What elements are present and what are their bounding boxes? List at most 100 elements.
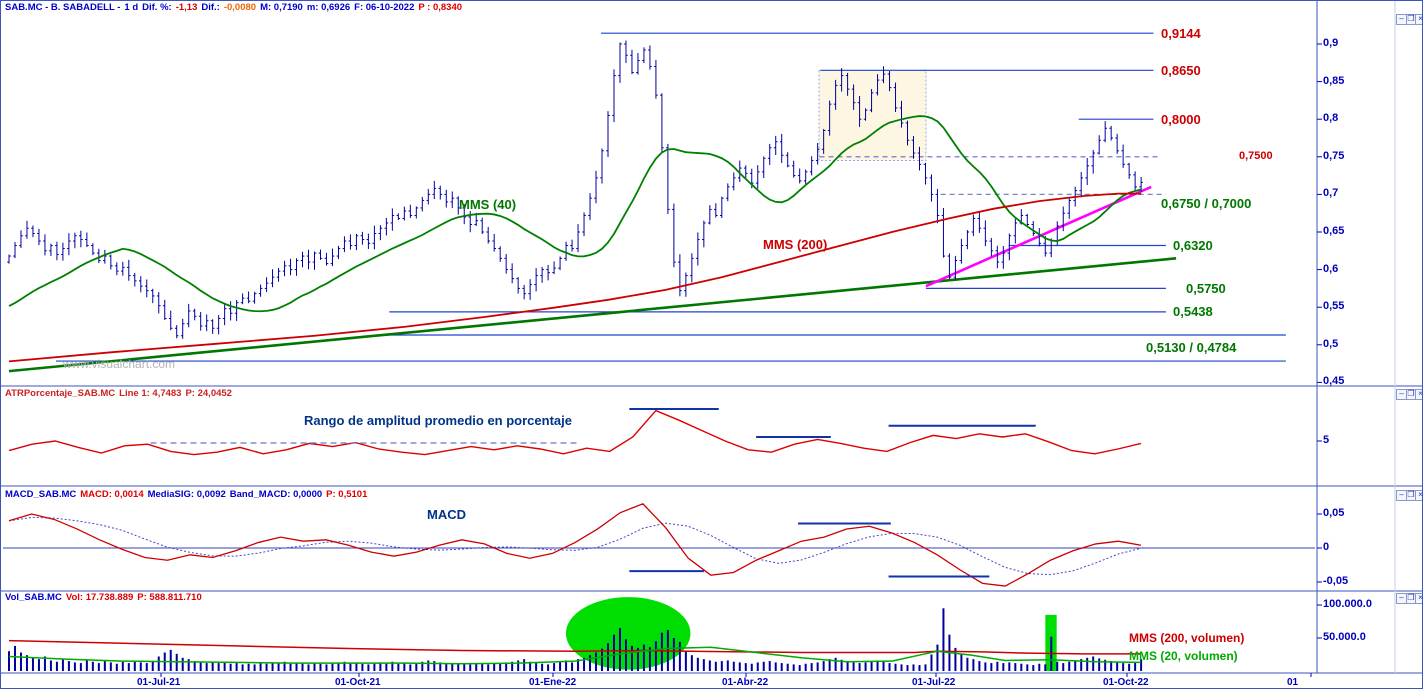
- chart-polyline: [8, 516, 1142, 576]
- volume-bar: [828, 659, 831, 671]
- volume-bar: [49, 660, 52, 671]
- date-label: 01-Oct-22: [1103, 677, 1149, 688]
- volume-bar: [1014, 663, 1017, 671]
- vol-header-segment: P: 588.811.710: [137, 592, 202, 603]
- volume-bar: [181, 657, 184, 671]
- volume-bar: [523, 659, 526, 671]
- price-level-label: 0,8000: [1161, 111, 1201, 127]
- volume-bar: [385, 663, 388, 671]
- volume-bar: [547, 664, 550, 671]
- close-button[interactable]: ×: [1415, 14, 1422, 25]
- close-button[interactable]: ×: [1415, 593, 1422, 604]
- volume-bar: [193, 661, 196, 671]
- price-level-label: 0,6750 / 0,7000: [1161, 195, 1252, 211]
- volume-bar: [996, 661, 999, 671]
- volume-bar: [337, 662, 340, 671]
- volume-bar: [1110, 661, 1113, 671]
- price-level-label: 0,9144: [1161, 25, 1201, 41]
- volume-bar: [571, 662, 574, 671]
- volume-bar: [475, 663, 478, 671]
- volume-bar: [888, 663, 891, 671]
- volume-bar: [1068, 661, 1071, 671]
- volume-bar: [744, 663, 747, 671]
- volume-bar: [732, 661, 735, 671]
- mms40-label: MMS (40): [459, 197, 517, 212]
- date-label: 01-Oct-21: [335, 677, 381, 688]
- volume-bar: [223, 661, 226, 671]
- volume-bar: [253, 664, 256, 671]
- volume-bar: [241, 664, 244, 671]
- volume-bar: [217, 663, 220, 671]
- volume-bar: [103, 661, 106, 671]
- volume-bar: [283, 661, 286, 671]
- main-header-segment: M: 0,7190: [260, 2, 303, 13]
- volume-bar: [331, 663, 334, 671]
- volume-bar: [906, 665, 909, 671]
- volume-bar: [535, 663, 538, 671]
- volume-bar: [714, 661, 717, 671]
- volume-bar: [61, 659, 64, 671]
- volume-bar: [313, 663, 316, 671]
- volume-bar: [487, 664, 490, 671]
- volume-bar: [684, 651, 687, 671]
- chart-polyline: [8, 409, 1142, 456]
- atr-header-segment: P: 24,0452: [185, 388, 232, 399]
- volume-bar: [612, 634, 615, 671]
- volume-bar: [1104, 659, 1107, 671]
- volume-bar: [792, 664, 795, 671]
- volume-bar: [726, 660, 729, 671]
- volume-bar: [229, 663, 232, 671]
- volume-bar: [469, 664, 472, 671]
- volume-bar: [379, 662, 382, 671]
- volume-bar: [127, 663, 130, 671]
- consolidation-box: [818, 69, 927, 162]
- macd-header-segment: Band_MACD: 0,0000: [229, 489, 323, 500]
- volume-axis-label: 50.000.0: [1323, 631, 1366, 643]
- volume-bar: [325, 664, 328, 671]
- volume-bar: [1140, 659, 1143, 671]
- atr-header-segment: ATRPorcentaje_SAB.MC: [5, 388, 116, 399]
- volume-bar: [433, 661, 436, 671]
- volume-bar: [936, 644, 939, 671]
- volume-bar: [660, 632, 663, 671]
- atr-header-segment: Line 1: 4,7483: [119, 388, 182, 399]
- volume-bar: [55, 661, 58, 671]
- volume-bar: [583, 657, 586, 671]
- macd-header-segment: MACD: 0,0014: [80, 489, 144, 500]
- close-button[interactable]: ×: [1415, 490, 1422, 501]
- volume-bar: [810, 663, 813, 671]
- macd-axis-label: 0,05: [1323, 507, 1345, 519]
- volume-bar: [1128, 663, 1131, 671]
- close-button[interactable]: ×: [1415, 389, 1422, 400]
- main-panel-header: SAB.MC - B. SABADELL -1 d Dif. %: -1,13 Dif…: [5, 2, 466, 13]
- volume-bar: [1002, 663, 1005, 671]
- price-level-label: 0,7500: [1239, 150, 1273, 163]
- volume-bar: [858, 663, 861, 671]
- volume-bar: [1122, 663, 1125, 671]
- volume-bar: [319, 663, 322, 671]
- volume-bar: [301, 663, 304, 671]
- volume-bar: [373, 663, 376, 671]
- volume-bar: [589, 655, 592, 671]
- volume-bar: [876, 660, 879, 671]
- volume-bar: [295, 662, 298, 671]
- volume-bar: [421, 661, 424, 671]
- volume-bar: [235, 663, 238, 671]
- volume-bar: [1086, 657, 1089, 671]
- volume-bar: [798, 665, 801, 671]
- volume-bar: [271, 662, 274, 671]
- date-label: 01: [1287, 677, 1299, 688]
- volume-bar: [756, 662, 759, 671]
- volume-bar: [277, 663, 280, 671]
- main-header-segment: SAB.MC - B. SABADELL -: [5, 2, 121, 13]
- price-level-label: 0,6320: [1173, 238, 1213, 254]
- volume-bar: [415, 663, 418, 671]
- volume-bar: [595, 652, 598, 671]
- volume-bar: [642, 644, 645, 671]
- price-axis-label: 0,85: [1323, 74, 1345, 87]
- volume-bar: [43, 656, 46, 671]
- volume-bar: [73, 662, 76, 671]
- volume-bar: [882, 661, 885, 671]
- volume-bar: [1080, 659, 1083, 671]
